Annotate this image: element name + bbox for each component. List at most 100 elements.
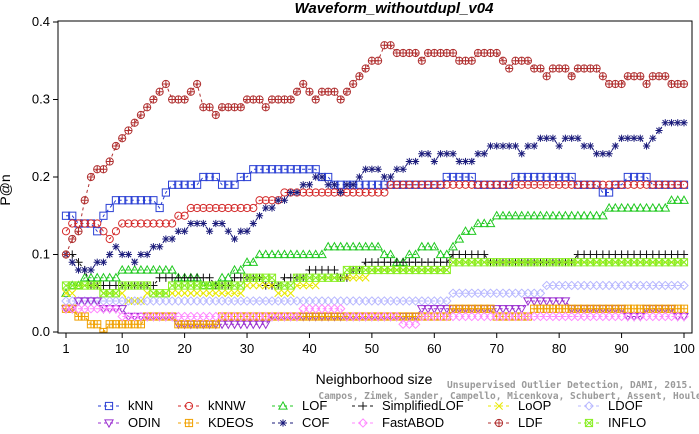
data-point [118,250,126,259]
data-point [530,180,539,189]
data-point [448,288,458,299]
data-point [461,180,470,189]
data-point [499,142,507,150]
data-point [98,272,109,282]
data-point [104,419,114,429]
series-kdeos [61,304,689,333]
data-point [198,296,209,306]
data-point [498,305,508,314]
legend-label: LDF [518,415,543,430]
data-point [629,180,639,189]
data-point [598,180,607,189]
data-point [436,180,445,189]
data-point [654,280,664,291]
data-point [380,180,389,189]
data-point [655,126,663,135]
data-point [617,79,626,89]
series-line [66,285,684,302]
data-point [555,172,564,182]
data-point [255,196,264,205]
data-point [547,297,558,307]
data-point [554,280,564,291]
data-point [217,180,227,189]
data-point [504,288,515,299]
data-point [580,142,588,150]
data-point [81,266,89,274]
data-point [661,180,670,189]
data-point [311,165,320,174]
data-point [260,249,271,259]
legend-item-kdeos: KDEOS [178,415,254,430]
data-point [349,79,358,89]
data-point [68,211,77,220]
x-tick-label: 60 [427,341,441,356]
data-point [642,79,651,89]
data-point [205,103,214,112]
data-point [349,188,358,197]
data-point [623,180,632,189]
data-point [93,227,102,236]
data-point [358,418,368,428]
data-point [349,273,358,282]
data-point [298,249,309,259]
data-point [510,288,521,299]
data-point [579,210,590,220]
data-point [142,296,152,306]
data-point [491,311,502,322]
data-point [405,157,413,166]
data-point [167,311,177,322]
data-point [242,257,252,266]
data-point [629,202,640,212]
data-point [455,180,464,189]
data-point [441,311,452,322]
data-point [211,110,220,120]
data-point [554,311,564,322]
series-cof [62,119,688,274]
legend-label: LoOP [518,398,551,413]
data-point [111,141,121,151]
data-point [143,250,151,259]
data-point [392,296,402,306]
data-point [573,180,582,189]
data-point [529,297,540,307]
data-point [330,265,339,275]
data-point [299,181,307,189]
data-point [393,165,401,173]
data-point [467,56,476,65]
data-point [536,180,545,189]
data-point [373,296,383,306]
data-point [280,196,289,204]
data-point [566,311,577,322]
data-point [398,319,408,330]
data-point [280,289,289,298]
data-point [480,250,489,259]
data-point [523,172,533,182]
data-point [511,142,520,150]
data-point [448,172,458,182]
data-point [155,87,164,96]
data-point [124,250,133,259]
data-point [336,273,345,282]
data-point [278,400,288,410]
data-point [123,296,134,306]
data-point [367,180,376,189]
data-point [211,296,221,306]
data-point [573,311,583,322]
x-axis-label: Neighborhood size [316,371,433,387]
data-point [242,296,252,306]
data-point [199,203,208,213]
data-point [184,418,194,428]
data-point [641,280,652,291]
data-point [254,249,265,259]
data-point [443,150,451,158]
data-point [149,196,158,205]
data-point [574,134,582,142]
data-point [192,296,202,306]
data-point [585,210,596,220]
data-point [660,280,671,291]
data-point [435,249,446,259]
data-point [635,280,646,291]
data-point [136,219,146,228]
data-point [604,311,614,322]
x-tick-label: 50 [365,341,379,356]
